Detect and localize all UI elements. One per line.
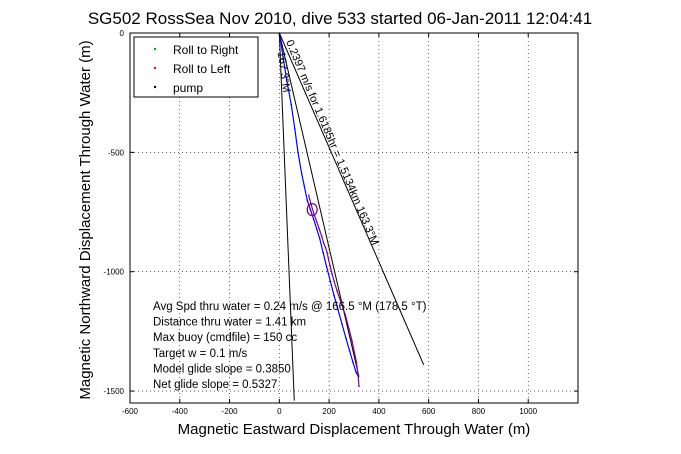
series-point: [341, 323, 343, 326]
y-tick-label: -500: [108, 148, 125, 157]
legend-marker: [153, 85, 157, 89]
track-loop: [306, 203, 318, 217]
series-point: [315, 220, 318, 223]
series-point: [353, 352, 356, 354]
series-point: [348, 328, 350, 330]
reference-line: [278, 32, 360, 377]
series-point: [336, 290, 338, 292]
legend-marker: [153, 66, 157, 70]
stats-block: Avg Spd thru water = 0.24 m/s @ 166.5 °M…: [153, 301, 427, 391]
x-tick-label: -400: [172, 407, 189, 416]
series-point: [357, 373, 359, 376]
x-tick-label: 1000: [519, 407, 537, 416]
series-point: [324, 247, 327, 249]
series-point: [325, 266, 328, 268]
series-point: [309, 208, 312, 211]
series-point: [340, 301, 342, 304]
stats-line: Model glide slope = 0.3850: [153, 363, 291, 375]
series-point: [344, 313, 347, 316]
x-tick-label: 400: [372, 407, 386, 416]
series-point: [315, 227, 318, 230]
series-point: [327, 258, 330, 261]
series-point: [355, 361, 358, 364]
series-point: [306, 199, 309, 201]
series-point: [297, 151, 299, 154]
series-point: [282, 56, 284, 58]
legend-label: pump: [173, 81, 203, 95]
series-point: [318, 237, 321, 240]
x-tick-label: 600: [422, 407, 436, 416]
series-point: [355, 371, 357, 373]
series-point: [322, 242, 325, 244]
series-point: [293, 127, 296, 130]
series-line: [308, 195, 360, 387]
series-point: [358, 385, 360, 388]
series-point: [326, 251, 328, 254]
axes-box: [129, 32, 579, 404]
reference-line: [278, 32, 425, 366]
reference-lines: [278, 32, 425, 401]
legend-label: Roll to Right: [173, 43, 239, 57]
series-point: [286, 79, 288, 82]
legend-marker: [153, 47, 157, 51]
x-tick-label: 0: [277, 407, 282, 416]
stats-line: Avg Spd thru water = 0.24 m/s @ 166.5 °M…: [153, 301, 427, 313]
y-tick-label: -1000: [104, 268, 125, 277]
y-tick-label: 0: [120, 29, 125, 38]
series-point: [337, 309, 339, 311]
series-point: [352, 361, 354, 364]
series-line: [278, 32, 360, 378]
reference-line: [278, 32, 295, 401]
series-point: [331, 273, 333, 275]
x-tick-label: 800: [472, 407, 486, 416]
y-axis-label: Magnetic Northward Displacement Through …: [77, 40, 94, 399]
series-point: [329, 266, 332, 268]
series-point: [329, 280, 332, 283]
stats-line: Max buoy (cmdfile) = 150 cc: [153, 332, 297, 344]
series-point: [312, 218, 315, 220]
series-point: [307, 194, 310, 197]
series-point: [303, 184, 306, 187]
series-point: [290, 103, 293, 106]
stats-line: Target w = 0.1 m/s: [153, 348, 248, 360]
stats-line: Distance thru water = 1.41 km: [153, 317, 306, 329]
series-point: [333, 280, 335, 283]
x-tick-label: -200: [222, 407, 239, 416]
series-point: [320, 235, 323, 237]
legend: Roll to Right Roll to Left pump: [133, 36, 259, 98]
x-tick-label: -600: [122, 407, 139, 416]
series-point: [345, 337, 347, 340]
y-tick-label: -1500: [104, 387, 125, 396]
series-point: [348, 349, 351, 352]
chart-title: SG502 RossSea Nov 2010, dive 533 started…: [88, 9, 592, 28]
series-point: [333, 294, 335, 297]
series-point: [351, 340, 353, 342]
x-axis-label: Magnetic Eastward Displacement Through W…: [178, 421, 531, 438]
x-tick-label: 200: [322, 407, 336, 416]
series-point: [322, 251, 324, 254]
series-point: [318, 227, 320, 230]
series-point: [300, 173, 303, 175]
heading-annotation: 167.3°M: [275, 51, 293, 93]
legend-label: Roll to Left: [173, 62, 231, 76]
stats-line: Net glide slope = 0.5327: [153, 379, 277, 391]
axis-ticks: -600 -400 -200 0 200 400 600 800 1000 0 -500 -1000 -…: [104, 29, 578, 416]
